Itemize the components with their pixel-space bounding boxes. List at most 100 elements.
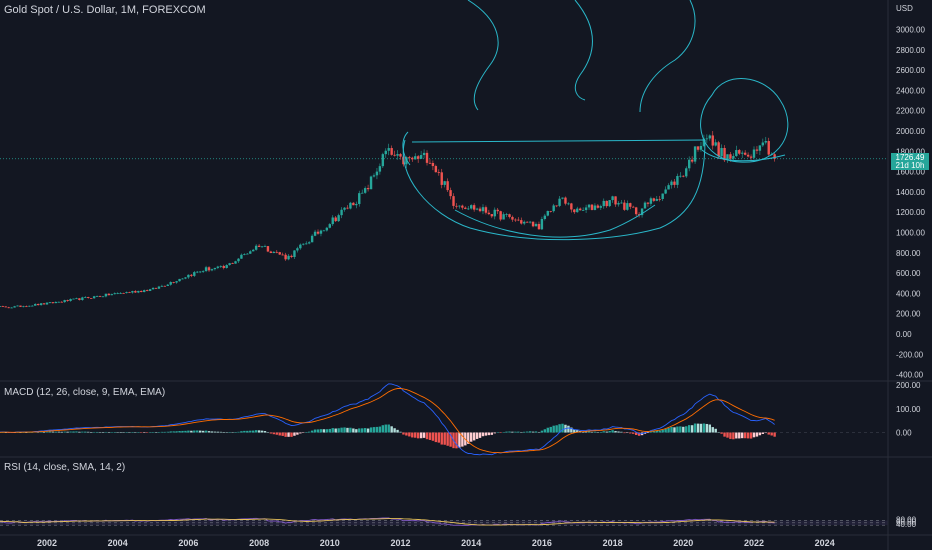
macd-histogram-bar: [384, 424, 387, 433]
price-pane[interactable]: [0, 131, 888, 309]
candle: [384, 148, 387, 158]
candle: [458, 205, 461, 209]
candle: [431, 160, 435, 171]
candle: [28, 305, 31, 307]
rsi-pane[interactable]: [0, 517, 888, 526]
macd-histogram-bar: [381, 425, 385, 433]
candle: [425, 150, 429, 166]
price-tick-label: -200.00: [896, 350, 924, 359]
macd-histogram-bar: [352, 428, 355, 433]
candle: [278, 251, 281, 255]
price-tick-label: 2400.00: [896, 86, 925, 95]
macd-histogram-bar: [770, 432, 773, 436]
candle: [69, 298, 72, 302]
cup-left-edge[interactable]: [402, 131, 411, 166]
macd-histogram-bar: [210, 431, 214, 433]
candle: [361, 189, 364, 194]
macd-histogram-bar: [611, 430, 614, 433]
candle: [66, 299, 69, 302]
candle: [587, 203, 591, 210]
candle: [346, 205, 349, 210]
macd-histogram-bar: [517, 431, 520, 433]
cup-curve[interactable]: [402, 139, 706, 241]
price-tick-label: 200.00: [896, 310, 921, 319]
candle: [305, 241, 308, 245]
candle: [0, 306, 2, 308]
macd-histogram-bar: [508, 431, 511, 433]
macd-histogram-bar: [390, 426, 393, 433]
candle: [169, 281, 172, 286]
candle: [54, 301, 58, 304]
candle: [767, 137, 770, 157]
candle: [396, 150, 399, 160]
macd-histogram-bar: [60, 431, 63, 433]
macd-histogram-bar: [534, 431, 538, 433]
macd-histogram-bar: [428, 432, 432, 440]
macd-histogram-bar: [113, 432, 116, 433]
candle: [78, 298, 81, 301]
candle: [555, 205, 558, 208]
macd-tick-label: 0.00: [896, 429, 912, 438]
candle: [549, 210, 552, 213]
macd-histogram-bar: [198, 430, 202, 433]
trend-drawings[interactable]: [402, 0, 789, 241]
rim-line[interactable]: [411, 139, 706, 143]
candle: [340, 207, 343, 219]
macd-histogram-bar: [51, 431, 55, 433]
macd-histogram-bar: [505, 431, 508, 433]
candle: [322, 229, 326, 232]
candle: [534, 222, 538, 227]
hand-stroke[interactable]: [467, 0, 499, 111]
candle: [45, 302, 49, 305]
macd-histogram-bar: [137, 432, 140, 433]
hand-stroke[interactable]: [639, 0, 696, 113]
macd-histogram-bar: [95, 431, 99, 433]
hand-stroke[interactable]: [574, 0, 593, 101]
candle: [738, 148, 741, 156]
handle-circle[interactable]: [700, 78, 789, 163]
macd-histogram-bar: [75, 431, 78, 433]
candle: [89, 297, 93, 299]
macd-histogram-bar: [511, 431, 514, 433]
candle: [257, 243, 261, 247]
candle: [119, 292, 122, 294]
macd-histogram-bar: [767, 432, 770, 435]
macd-histogram-bar: [455, 432, 458, 449]
candle: [134, 290, 137, 293]
candle: [661, 193, 664, 202]
macd-histogram-bar: [87, 431, 90, 433]
candle: [499, 210, 502, 222]
candle: [408, 155, 411, 162]
candle: [352, 202, 355, 206]
macd-histogram-bar: [670, 427, 673, 433]
candle: [741, 150, 744, 159]
macd-histogram-bar: [758, 432, 762, 436]
price-tick-label: 800.00: [896, 249, 921, 258]
price-tick-label: 600.00: [896, 269, 921, 278]
candle: [711, 131, 714, 150]
macd-histogram-bar: [396, 429, 399, 433]
macd-histogram-bar: [122, 432, 125, 433]
macd-histogram-bar: [673, 427, 676, 433]
rsi-ma-line: [0, 518, 775, 526]
candle: [122, 292, 125, 294]
macd-histogram-bar: [275, 432, 278, 435]
candle: [676, 173, 679, 189]
candle: [181, 278, 184, 280]
macd-histogram-bar: [110, 432, 114, 433]
candle: [369, 175, 373, 190]
macd-pane[interactable]: [0, 383, 888, 456]
candle: [416, 155, 420, 163]
macd-histogram-bar: [393, 428, 396, 433]
candle: [593, 203, 597, 211]
candle: [234, 260, 237, 264]
handle-base[interactable]: [701, 149, 786, 162]
macd-histogram-bar: [732, 432, 735, 440]
macd-histogram-bar: [764, 432, 767, 434]
macd-histogram-bar: [723, 432, 726, 437]
macd-histogram-bar: [246, 430, 249, 433]
candle: [531, 221, 535, 228]
cup-inner-curve[interactable]: [454, 204, 656, 238]
candle: [484, 205, 488, 215]
